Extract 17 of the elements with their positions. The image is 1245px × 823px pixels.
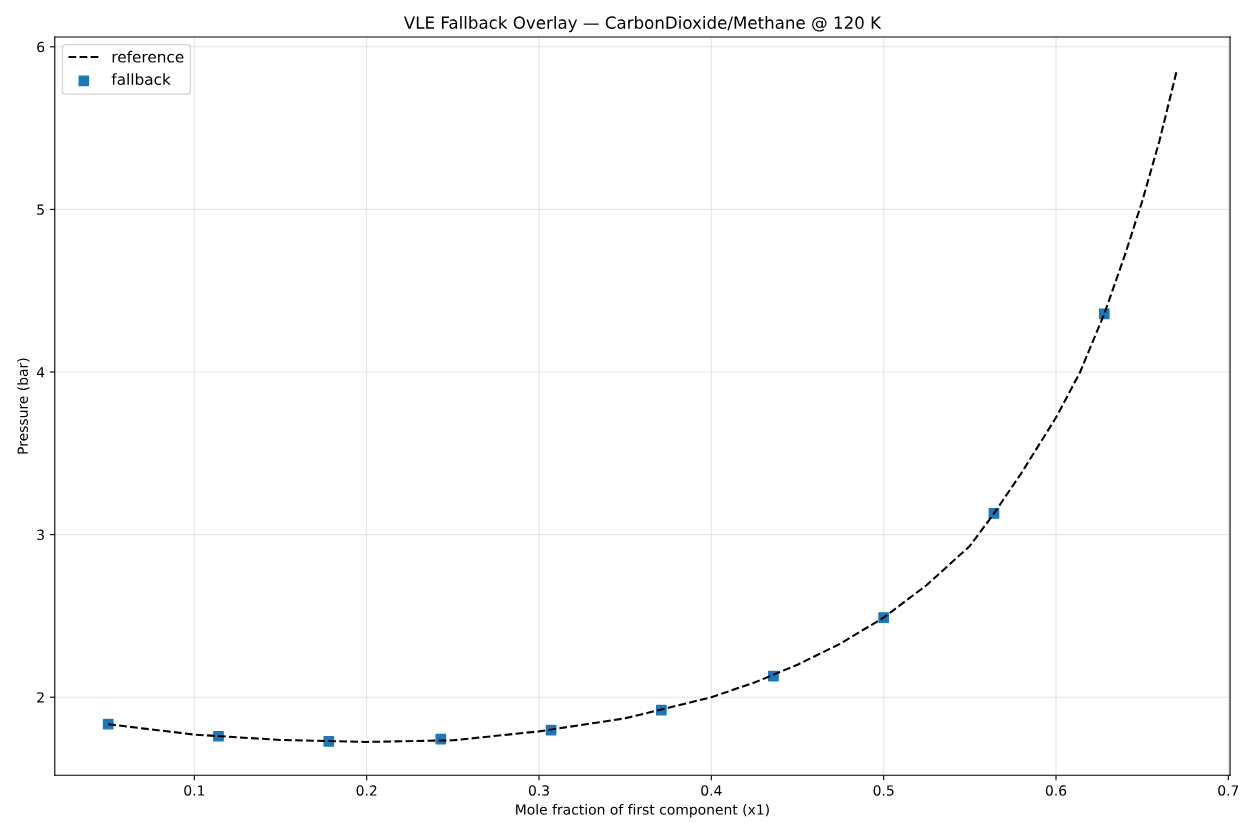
x-tick-label: 0.3 <box>528 785 549 796</box>
y-axis-title: Pressure (bar) <box>17 358 30 454</box>
x-tick-label: 0.6 <box>1045 785 1067 796</box>
chart-title: VLE Fallback Overlay — CarbonDioxide/Methane @ 120 K <box>403 16 882 33</box>
y-tick-label: 6 <box>37 41 45 53</box>
x-tick-label: 0.2 <box>356 785 377 796</box>
x-tick-label: 0.1 <box>184 785 205 796</box>
legend-label: fallback <box>111 73 171 86</box>
legend-label: reference <box>112 50 184 63</box>
y-tick-label: 4 <box>36 367 45 378</box>
y-tick-label: 3 <box>37 529 44 541</box>
y-tick-label: 5 <box>37 204 44 215</box>
x-axis-title: Mole fraction of first component (x1) <box>516 803 769 818</box>
x-tick-label: 0.4 <box>701 785 722 796</box>
x-tick-label: 0.7 <box>1218 785 1239 796</box>
y-tick-label: 2 <box>37 692 44 703</box>
x-tick-label: 0.5 <box>873 785 894 796</box>
